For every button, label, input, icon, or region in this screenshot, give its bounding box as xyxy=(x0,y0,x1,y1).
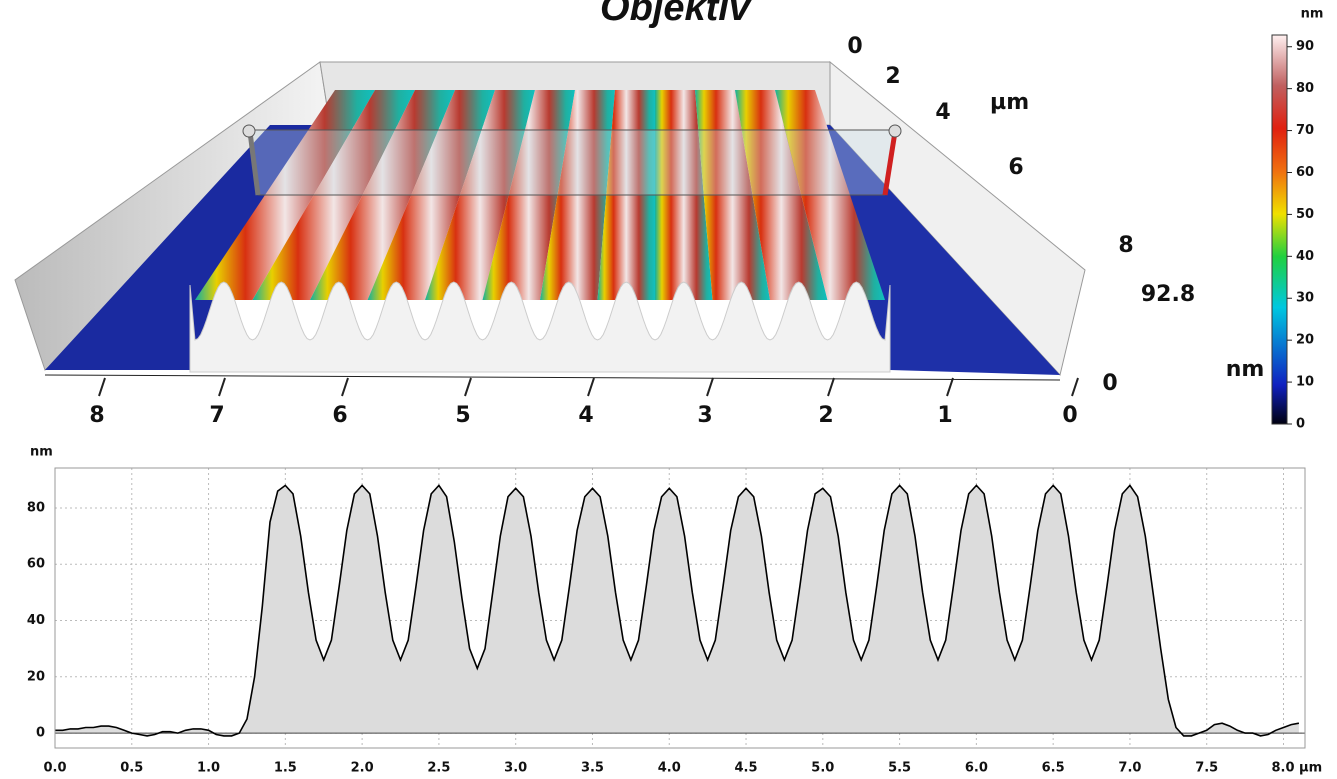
x-tick-label: 2.0 xyxy=(351,761,374,776)
render-depth-label: 6 xyxy=(1008,155,1023,180)
render-tick xyxy=(828,378,834,396)
x-tick-label: 0.5 xyxy=(120,761,143,776)
render-x-label: 3 xyxy=(697,403,712,428)
y-tick-label: 40 xyxy=(27,613,45,628)
render-tick xyxy=(465,378,471,396)
colorbar-tick-label: 40 xyxy=(1296,249,1314,264)
render-height-label: 0 xyxy=(1102,371,1117,396)
render-x-label: 4 xyxy=(578,403,593,428)
depth-unit: µm xyxy=(990,90,1029,115)
colorbar-unit: nm xyxy=(1301,7,1324,22)
render-tick xyxy=(342,378,348,396)
colorbar-tick-label: 20 xyxy=(1296,333,1314,348)
x-tick-label: 3.5 xyxy=(581,761,604,776)
surface-render xyxy=(15,62,1085,380)
colorbar-tick-label: 60 xyxy=(1296,165,1314,180)
x-tick-label: 6.5 xyxy=(1042,761,1065,776)
y-tick-label: 80 xyxy=(27,500,45,515)
x-tick-label: 5.0 xyxy=(811,761,834,776)
x-tick-label: 5.5 xyxy=(888,761,911,776)
x-tick-label: 1.0 xyxy=(197,761,220,776)
y-tick-label: 20 xyxy=(27,669,45,684)
render-tick xyxy=(588,378,594,396)
profile-plane xyxy=(250,130,895,195)
x-tick-label: 4.5 xyxy=(735,761,758,776)
render-x-label: 5 xyxy=(455,403,470,428)
render-tick xyxy=(219,378,225,396)
colorbar-tick-label: 70 xyxy=(1296,123,1314,138)
marker-ball xyxy=(889,125,901,137)
x-tick-label: 2.5 xyxy=(427,761,450,776)
render-x-label: 7 xyxy=(209,403,224,428)
front-axis xyxy=(45,375,1060,380)
colorbar-tick-label: 0 xyxy=(1296,417,1305,432)
x-tick-label: 6.0 xyxy=(965,761,988,776)
y-tick-label: 0 xyxy=(36,726,45,741)
x-tick-label: 7.5 xyxy=(1195,761,1218,776)
marker-ball xyxy=(243,125,255,137)
y-tick-label: 60 xyxy=(27,557,45,572)
colorbar-tick-label: 90 xyxy=(1296,39,1314,54)
x-tick-label: 8.0 µm xyxy=(1272,761,1323,776)
title: Objektiv xyxy=(600,0,752,29)
render-tick xyxy=(1072,378,1078,396)
render-x-label: 8 xyxy=(89,403,104,428)
page: Objektiv nm nm µm nm 8765432100246892.80… xyxy=(0,0,1337,779)
render-depth-label: 4 xyxy=(935,100,950,125)
x-tick-label: 7.0 xyxy=(1118,761,1141,776)
colorbar-tick-label: 30 xyxy=(1296,291,1314,306)
colorbar-tick-label: 50 xyxy=(1296,207,1314,222)
render-depth-label: 0 xyxy=(847,34,862,59)
render-height-label: 92.8 xyxy=(1141,282,1195,307)
render-x-label: 1 xyxy=(937,403,952,428)
x-tick-label: 0.0 xyxy=(43,761,66,776)
render-depth-label: 8 xyxy=(1118,233,1133,258)
colorbar-tick-label: 10 xyxy=(1296,375,1314,390)
colorbar-side-label: nm xyxy=(1226,357,1265,382)
render-x-label: 6 xyxy=(332,403,347,428)
x-tick-label: 3.0 xyxy=(504,761,527,776)
x-tick-label: 4.0 xyxy=(658,761,681,776)
y-axis-label: nm xyxy=(30,445,53,460)
render-tick xyxy=(947,378,953,396)
render-depth-label: 2 xyxy=(885,64,900,89)
colorbar xyxy=(1272,35,1287,424)
x-tick-label: 1.5 xyxy=(274,761,297,776)
render-tick xyxy=(99,378,105,396)
render-x-label: 2 xyxy=(818,403,833,428)
colorbar-tick-label: 80 xyxy=(1296,81,1314,96)
render-tick xyxy=(707,378,713,396)
render-x-label: 0 xyxy=(1062,403,1077,428)
